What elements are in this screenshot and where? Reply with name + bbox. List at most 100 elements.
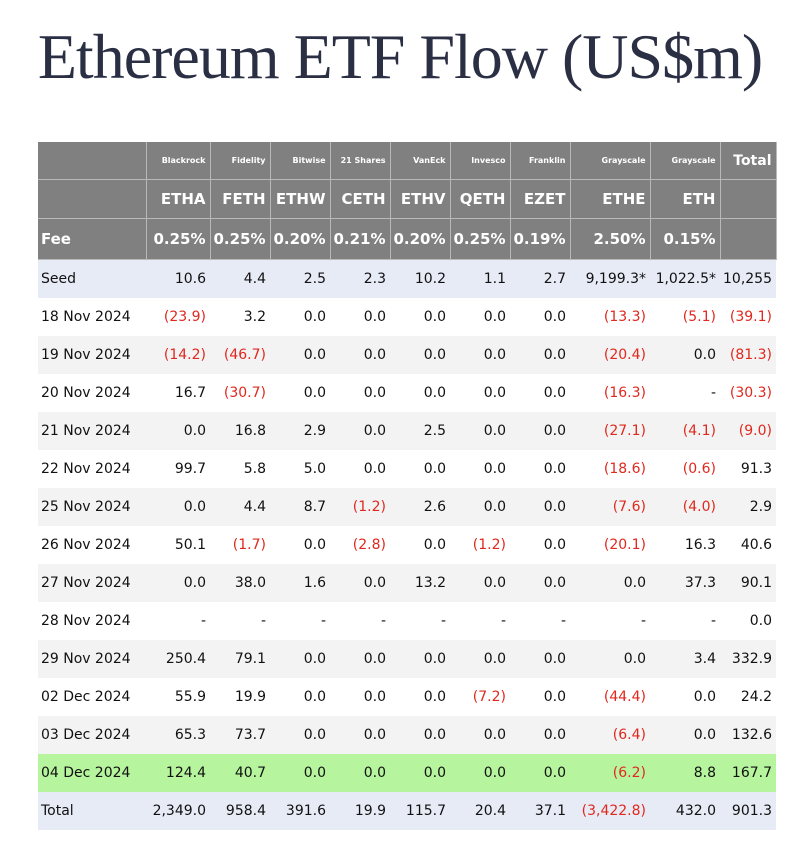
flow-value: 5.0 (270, 450, 330, 488)
fee-value: 0.25% (450, 218, 511, 260)
provider-name: Fidelity (210, 142, 271, 180)
flow-value: (5.1) (650, 298, 720, 336)
flow-value: 0.0 (330, 678, 390, 716)
flow-value: 8.8 (650, 754, 720, 792)
flow-value: (14.2) (146, 336, 210, 374)
flow-value: 0.0 (720, 602, 776, 640)
seed-value: 10,255 (720, 259, 776, 298)
flow-value: 4.4 (210, 488, 270, 526)
flow-value: 0.0 (510, 526, 570, 564)
flow-value: (6.4) (570, 716, 650, 754)
flow-value: 2.9 (270, 412, 330, 450)
flow-value: 0.0 (390, 450, 450, 488)
fee-row: Fee 0.25% 0.25% 0.20% 0.21% 0.20% 0.25% 0.19% 2.… (38, 218, 777, 260)
flow-value: 13.2 (390, 564, 450, 602)
flow-value: (4.0) (650, 488, 720, 526)
flow-value: (18.6) (570, 450, 650, 488)
total-value: 432.0 (650, 792, 720, 830)
row-date: 21 Nov 2024 (38, 412, 146, 450)
flow-value: - (270, 602, 330, 640)
total-value: 958.4 (210, 792, 270, 830)
table-row: 20 Nov 2024 16.7 (30.7) 0.0 0.0 0.0 0.0 0.0 (16.… (38, 374, 776, 412)
table-row: 03 Dec 2024 65.3 73.7 0.0 0.0 0.0 0.0 0.0 (6.4) 0… (38, 716, 776, 754)
flow-value: 40.7 (210, 754, 270, 792)
flow-value: 0.0 (390, 374, 450, 412)
fee-value: 0.25% (210, 218, 271, 260)
flow-value: 90.1 (720, 564, 776, 602)
flow-value: (20.1) (570, 526, 650, 564)
flow-value: 0.0 (146, 564, 210, 602)
flow-value: 0.0 (270, 374, 330, 412)
row-date: 19 Nov 2024 (38, 336, 146, 374)
table-row: 29 Nov 2024 250.4 79.1 0.0 0.0 0.0 0.0 0.0 0.0 3.… (38, 640, 776, 678)
flow-value: 16.8 (210, 412, 270, 450)
flow-value: 332.9 (720, 640, 776, 678)
total-label: Total (38, 792, 146, 830)
flow-value: 0.0 (510, 374, 570, 412)
ticker-symbol: FETH (210, 179, 271, 219)
flow-value: 0.0 (510, 754, 570, 792)
table-row: 19 Nov 2024 (14.2) (46.7) 0.0 0.0 0.0 0.0 0.0 (2… (38, 336, 776, 374)
flow-value: (13.3) (570, 298, 650, 336)
ticker-symbol: EZET (510, 179, 571, 219)
flow-value: 99.7 (146, 450, 210, 488)
flow-value: 0.0 (390, 716, 450, 754)
flow-value: (1.7) (210, 526, 270, 564)
flow-value: 5.8 (210, 450, 270, 488)
ticker-symbol: ETHV (390, 179, 451, 219)
seed-value: 10.2 (390, 259, 450, 298)
seed-value: 9,199.3* (570, 259, 650, 298)
flow-value: 0.0 (270, 716, 330, 754)
row-date: 28 Nov 2024 (38, 602, 146, 640)
flow-value: 0.0 (270, 336, 330, 374)
flow-value: 0.0 (390, 526, 450, 564)
flow-value: 167.7 (720, 754, 776, 792)
fee-value (720, 218, 777, 260)
flow-value: 0.0 (330, 716, 390, 754)
flow-value: (23.9) (146, 298, 210, 336)
row-date: 26 Nov 2024 (38, 526, 146, 564)
fee-value: 0.20% (390, 218, 451, 260)
provider-name: Invesco (450, 142, 511, 180)
flow-value: 37.3 (650, 564, 720, 602)
flow-value: 0.0 (390, 678, 450, 716)
etf-flow-table: Blackrock Fidelity Bitwise 21 Shares VanEck I… (38, 142, 777, 830)
provider-name: Blackrock (146, 142, 211, 180)
flow-value: 0.0 (650, 678, 720, 716)
flow-value: 91.3 (720, 450, 776, 488)
ticker-symbol: ETH (650, 179, 721, 219)
fee-label: Fee (38, 218, 147, 260)
flow-value: 0.0 (390, 336, 450, 374)
flow-value: 0.0 (330, 640, 390, 678)
flow-value: 2.6 (390, 488, 450, 526)
flow-value: 0.0 (330, 450, 390, 488)
flow-value: 0.0 (450, 298, 510, 336)
provider-name: Grayscale (650, 142, 721, 180)
flow-value: 0.0 (450, 716, 510, 754)
row-date: 22 Nov 2024 (38, 450, 146, 488)
flow-value: 0.0 (390, 754, 450, 792)
seed-value: 2.3 (330, 259, 390, 298)
table-row: 28 Nov 2024- - - - - - - - -0.0 (38, 602, 776, 640)
flow-value: - (650, 374, 720, 412)
flow-value: (0.6) (650, 450, 720, 488)
flow-value: 3.2 (210, 298, 270, 336)
flow-value: 16.7 (146, 374, 210, 412)
flow-value: 0.0 (330, 412, 390, 450)
row-date: 27 Nov 2024 (38, 564, 146, 602)
flow-value: (20.4) (570, 336, 650, 374)
flow-value: 0.0 (270, 640, 330, 678)
fee-value: 0.21% (330, 218, 391, 260)
flow-value: 0.0 (650, 716, 720, 754)
flow-value: (44.4) (570, 678, 650, 716)
seed-value: 2.7 (510, 259, 570, 298)
total-value: 37.1 (510, 792, 570, 830)
seed-value: 4.4 (210, 259, 270, 298)
flow-value: 0.0 (330, 374, 390, 412)
row-date: 04 Dec 2024 (38, 754, 146, 792)
flow-value: 0.0 (450, 374, 510, 412)
flow-value: 0.0 (510, 412, 570, 450)
ticker-symbol (38, 179, 147, 219)
seed-value: 1.1 (450, 259, 510, 298)
flow-value: (9.0) (720, 412, 776, 450)
